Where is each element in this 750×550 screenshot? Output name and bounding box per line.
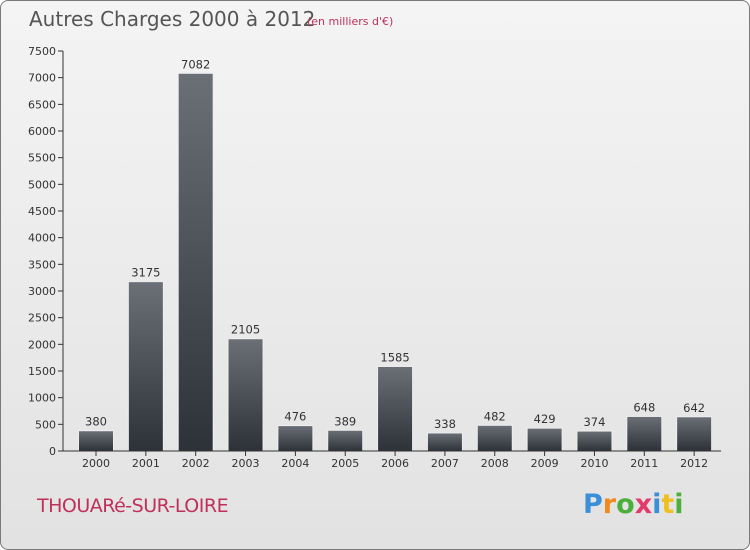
x-tick-label: 2005 <box>331 457 359 470</box>
data-label: 374 <box>583 415 605 429</box>
y-tick-label: 2500 <box>28 312 56 325</box>
x-tick-label: 2000 <box>82 457 110 470</box>
x-tick-label: 2011 <box>630 457 658 470</box>
bar-2005 <box>327 429 364 452</box>
logo-letter: P <box>583 489 603 520</box>
data-label: 476 <box>284 410 306 424</box>
x-axis: 2000 2001 2002 2003 2004 2005 2006 2007 2008 2009… <box>63 450 721 470</box>
bars: 380 3175 7082 2105 476 389 1585 338 482 429 374 648… <box>78 57 713 452</box>
x-tick-label: 2002 <box>182 457 210 470</box>
x-tick-label: 2006 <box>381 457 409 470</box>
bar-2003 <box>227 338 264 452</box>
bar-2007 <box>426 432 463 452</box>
bar-2011 <box>626 415 663 452</box>
y-tick-label: 1000 <box>28 392 56 405</box>
logo-letter: x <box>634 489 653 520</box>
data-label: 1585 <box>380 350 409 364</box>
y-tick-label: 3000 <box>28 285 56 298</box>
x-tick-label: 2007 <box>431 457 459 470</box>
data-label: 482 <box>484 409 506 423</box>
data-label: 380 <box>85 415 107 429</box>
bar-2004 <box>277 425 314 452</box>
y-tick-label: 0 <box>49 445 56 458</box>
proxiti-logo[interactable]: Proxiti <box>583 489 684 520</box>
data-label: 2105 <box>231 323 260 337</box>
x-tick-label: 2008 <box>481 457 509 470</box>
place-name: THOUARé-SUR-LOIRE <box>37 495 229 517</box>
x-tick-label: 2010 <box>580 457 608 470</box>
chart-subtitle: (en milliers d'€) <box>307 15 394 28</box>
logo-letter: i <box>652 489 662 520</box>
y-axis: 0 500 1000 1500 2000 2500 3000 3500 4000 4500 5000… <box>28 45 64 458</box>
x-tick-label: 2001 <box>132 457 160 470</box>
data-label: 389 <box>334 414 356 428</box>
bar-2012 <box>676 416 713 452</box>
bar-2009 <box>526 427 563 452</box>
data-label: 338 <box>434 417 456 431</box>
bar-2008 <box>476 424 513 452</box>
x-tick-label: 2003 <box>232 457 260 470</box>
y-tick-label: 4000 <box>28 232 56 245</box>
y-tick-label: 2000 <box>28 338 56 351</box>
y-tick-label: 6500 <box>28 98 56 111</box>
bar-2010 <box>576 430 613 452</box>
bar-2002 <box>177 72 214 452</box>
y-tick-label: 1500 <box>28 365 56 378</box>
data-label: 3175 <box>131 266 160 280</box>
logo-letter: o <box>616 489 635 520</box>
data-label: 642 <box>683 401 705 415</box>
x-tick-label: 2009 <box>531 457 559 470</box>
logo-letter: r <box>602 489 617 520</box>
bar-2006 <box>377 365 414 452</box>
y-tick-label: 6000 <box>28 125 56 138</box>
x-tick-label: 2004 <box>281 457 309 470</box>
bar-2000 <box>78 430 114 452</box>
bar-2001 <box>127 281 164 452</box>
x-tick-label: 2012 <box>680 457 708 470</box>
y-tick-label: 500 <box>35 418 56 431</box>
y-tick-label: 7000 <box>28 72 56 85</box>
y-tick-label: 3500 <box>28 258 56 271</box>
y-tick-label: 4500 <box>28 205 56 218</box>
data-label: 7082 <box>181 57 210 71</box>
y-tick-label: 7500 <box>28 45 56 58</box>
chart-title: Autres Charges 2000 à 2012 <box>29 7 316 31</box>
logo-letter: i <box>674 489 684 520</box>
logo-letter: t <box>661 489 675 520</box>
y-tick-label: 5000 <box>28 178 56 191</box>
data-label: 648 <box>633 400 655 414</box>
y-tick-label: 5500 <box>28 152 56 165</box>
data-label: 429 <box>534 412 556 426</box>
